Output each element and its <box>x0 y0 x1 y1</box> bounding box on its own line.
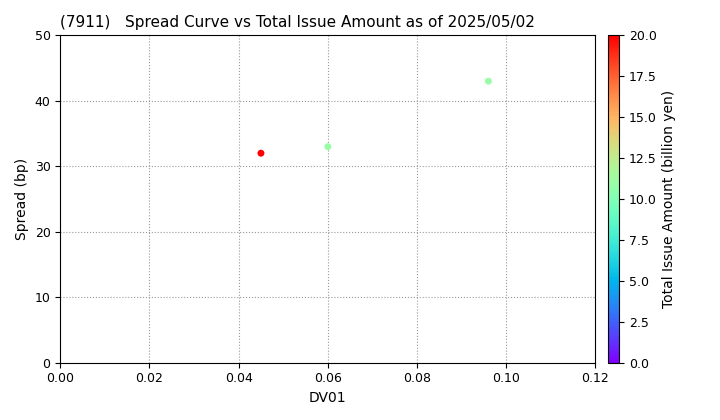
Point <box>322 143 333 150</box>
X-axis label: DV01: DV01 <box>309 391 346 405</box>
Point <box>255 150 266 157</box>
Y-axis label: Spread (bp): Spread (bp) <box>15 158 29 240</box>
Y-axis label: Total Issue Amount (billion yen): Total Issue Amount (billion yen) <box>662 90 676 308</box>
Text: (7911)   Spread Curve vs Total Issue Amount as of 2025/05/02: (7911) Spread Curve vs Total Issue Amoun… <box>60 15 535 30</box>
Point <box>482 78 494 84</box>
